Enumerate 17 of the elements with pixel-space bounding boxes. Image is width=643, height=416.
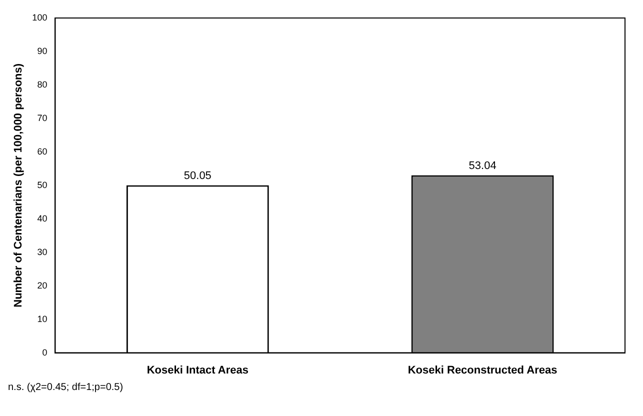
y-tick-label: 80 [37, 79, 48, 90]
text: n.s. (χ2=0.45; df=1;p=0.5) [8, 382, 124, 393]
y-tick-label: 10 [37, 314, 48, 324]
y-tick-label: 100 [32, 12, 48, 22]
data-label: 53.04 [468, 160, 496, 172]
y-tick-label: 40 [37, 213, 48, 224]
y-tick-label: 30 [37, 246, 48, 257]
data-label: 50.05 [184, 170, 212, 182]
y-tick-label: 0 [42, 347, 48, 358]
y-tick-label: 60 [37, 146, 48, 156]
y-tick-label: 90 [37, 46, 48, 56]
y-tick-label: 20 [37, 280, 48, 290]
y-tick-label: 70 [37, 112, 48, 123]
x-tick-label: Koseki Intact Areas [146, 364, 249, 376]
x-tick-label: Koseki Reconstructed Areas [408, 364, 558, 376]
y-axis-title: Number of Centenarians (per 100,000 persons) [12, 63, 25, 308]
y-tick-label: 50 [37, 180, 48, 190]
